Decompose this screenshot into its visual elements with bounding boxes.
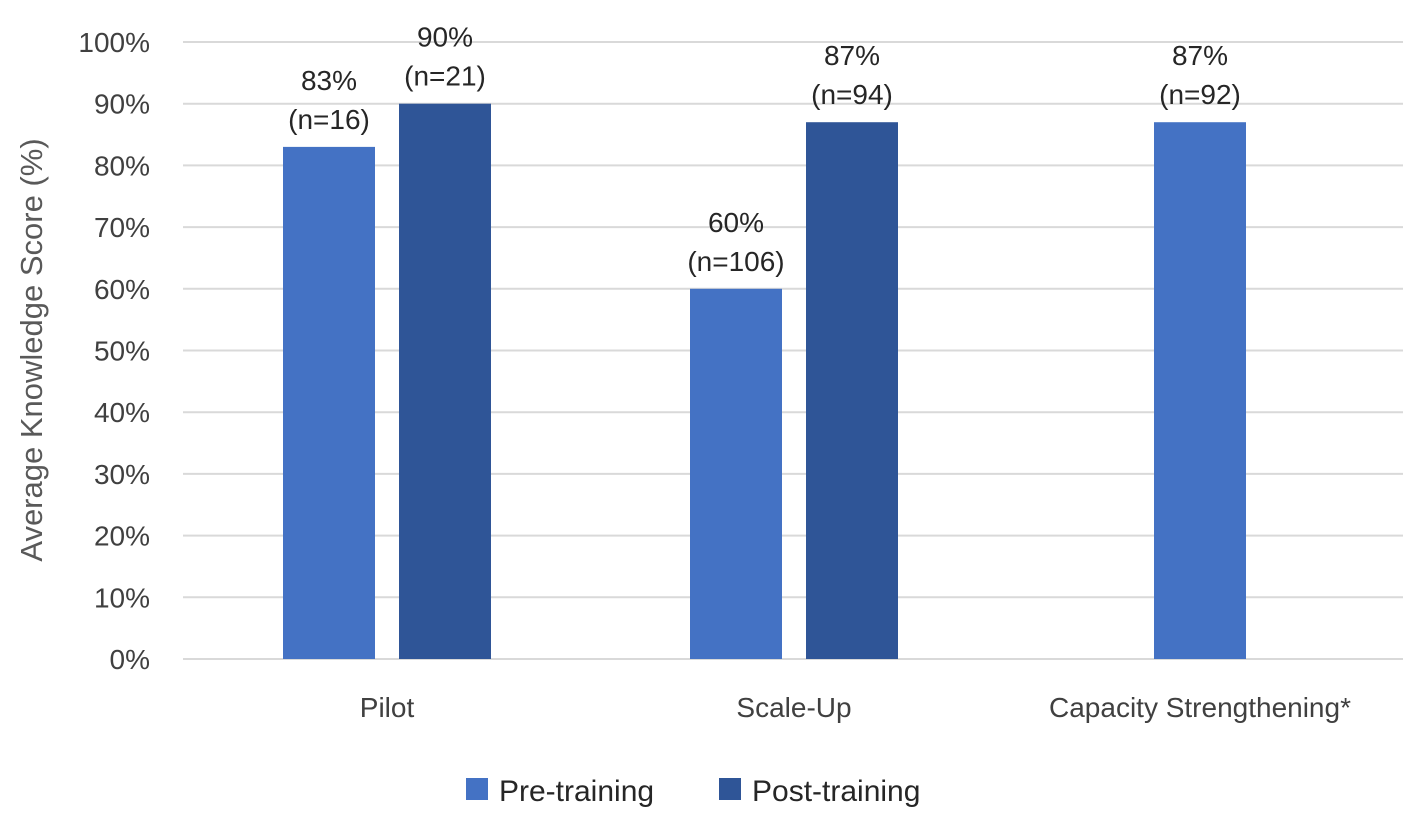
y-tick-label: 30% <box>94 459 150 490</box>
y-tick-label: 0% <box>110 644 150 675</box>
y-tick-label: 40% <box>94 397 150 428</box>
y-tick-label: 90% <box>94 89 150 120</box>
x-axis-categories: Pilot Scale-Up Capacity Strengthening* <box>360 692 1351 723</box>
y-tick-label: 100% <box>78 27 150 58</box>
y-tick-label: 60% <box>94 274 150 305</box>
bar-post-training-scale-up <box>806 122 898 659</box>
x-category-label: Pilot <box>360 692 415 723</box>
x-category-label: Capacity Strengthening* <box>1049 692 1351 723</box>
bars <box>283 103 1246 659</box>
data-label-n: (n=21) <box>404 61 486 92</box>
y-tick-label: 80% <box>94 150 150 181</box>
y-tick-label: 70% <box>94 212 150 243</box>
data-label-value: 87% <box>824 40 880 71</box>
bar-pre-training-pilot <box>283 146 375 659</box>
data-label-n: (n=106) <box>687 246 784 277</box>
legend-label: Pre-training <box>499 775 654 808</box>
data-labels: 83% (n=16) 90% (n=21) 60% (n=106) 87% (n=94) 87%… <box>288 22 1241 277</box>
bar-pre-training-scale-up <box>690 288 782 659</box>
legend-swatch <box>466 778 488 800</box>
data-label-value: 60% <box>708 207 764 238</box>
y-tick-label: 50% <box>94 336 150 367</box>
legend-swatch <box>719 778 741 800</box>
data-label-n: (n=94) <box>811 79 893 110</box>
bar-pre-training-capacity-strengthening- <box>1154 122 1246 659</box>
data-label-value: 90% <box>417 22 473 53</box>
y-tick-label: 20% <box>94 521 150 552</box>
bar-post-training-pilot <box>399 103 491 659</box>
y-tick-label: 10% <box>94 582 150 613</box>
x-category-label: Scale-Up <box>736 692 851 723</box>
data-label-n: (n=16) <box>288 104 370 135</box>
y-axis-title: Average Knowledge Score (%) <box>14 138 49 561</box>
data-label-n: (n=92) <box>1159 79 1241 110</box>
data-label-value: 87% <box>1172 40 1228 71</box>
data-label-value: 83% <box>301 65 357 96</box>
gridlines <box>183 41 1403 660</box>
legend-label: Post-training <box>752 775 920 808</box>
legend: Pre-training Post-training <box>466 775 920 808</box>
y-axis-ticks: 0% 10% 20% 30% 40% 50% 60% 70% 80% 90% 100% <box>78 27 150 675</box>
